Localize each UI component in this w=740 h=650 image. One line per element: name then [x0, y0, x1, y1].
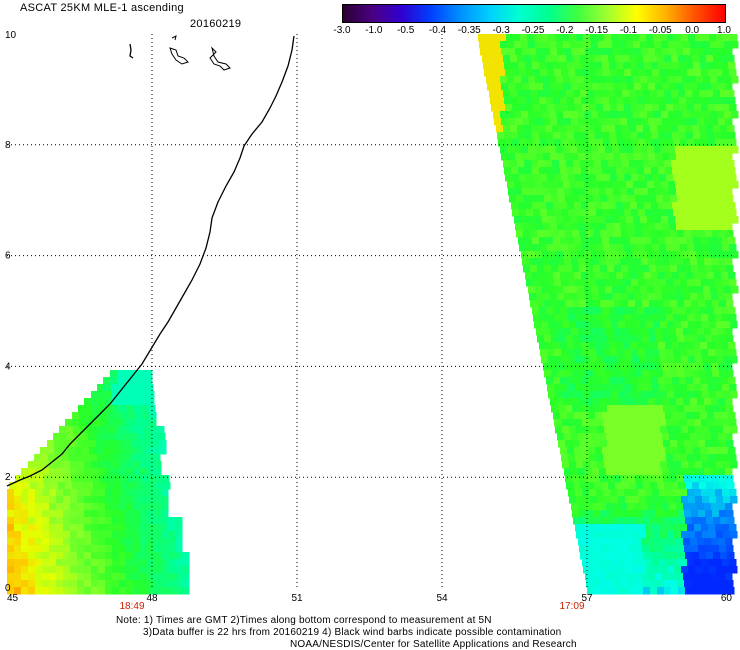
island [171, 35, 177, 41]
y-tick-label: 4 [5, 361, 11, 372]
colorbar-tick-label: -0.4 [428, 25, 447, 36]
colorbar-tick-label: -3.0 [333, 25, 351, 36]
x-tick-label: 51 [291, 593, 303, 604]
note-line-1: Note: 1) Times are GMT 2)Times along bot… [116, 615, 492, 626]
colorbar-tick-label: -0.05 [648, 25, 672, 36]
colorbar-tick-label: -0.2 [556, 25, 574, 36]
y-tick-label: 8 [5, 140, 11, 151]
colorbar-tick-label: -0.35 [457, 25, 481, 36]
colorbar-tick-label: 1.0 [717, 25, 731, 36]
note-line-2: 3)Data buffer is 22 hrs from 20160219 4)… [143, 627, 562, 638]
island [209, 46, 231, 71]
y-tick-label: 2 [5, 472, 11, 483]
colorbar-tick-label: -0.5 [397, 25, 415, 36]
grid-lines [7, 34, 732, 588]
colorbar-tick-label: 0.0 [685, 25, 700, 36]
x-tick-label: 57 [581, 593, 593, 604]
colorbar-labels: -3.0 -1.0 -0.5 -0.4 -0.35 -0.3 -0.25 -0.2 -0.15-… [330, 25, 740, 39]
island [169, 47, 189, 65]
note-line-3: NOAA/NESDIS/Center for Satellite Applica… [290, 639, 577, 650]
time-right-label: 17:09 [559, 601, 584, 612]
coastline [6, 35, 295, 487]
colorbar [342, 4, 726, 23]
x-tick-label: 54 [436, 593, 448, 604]
colorbar-tick-label: -0.25 [521, 25, 545, 36]
colorbar-tick-label: -0.15 [585, 25, 609, 36]
x-tick-label: 48 [146, 593, 158, 604]
y-tick-label: 6 [5, 251, 11, 262]
colorbar-tick-label: -1.0 [365, 25, 383, 36]
islands [129, 35, 231, 71]
colorbar-tick-label: -0.3 [492, 25, 510, 36]
swath-layer [7, 34, 739, 595]
x-tick-label: 45 [7, 593, 19, 604]
y-tick-label: 10 [5, 30, 17, 41]
x-tick-label: 60 [721, 593, 733, 604]
map-title: ASCAT 25KM MLE-1 ascending [20, 2, 184, 14]
island [129, 43, 134, 59]
colorbar-tick-label: -0.1 [619, 25, 638, 36]
map-date: 20160219 [190, 18, 242, 30]
y-tick-label: 0 [5, 583, 11, 594]
time-left-label: 18:49 [119, 601, 144, 612]
